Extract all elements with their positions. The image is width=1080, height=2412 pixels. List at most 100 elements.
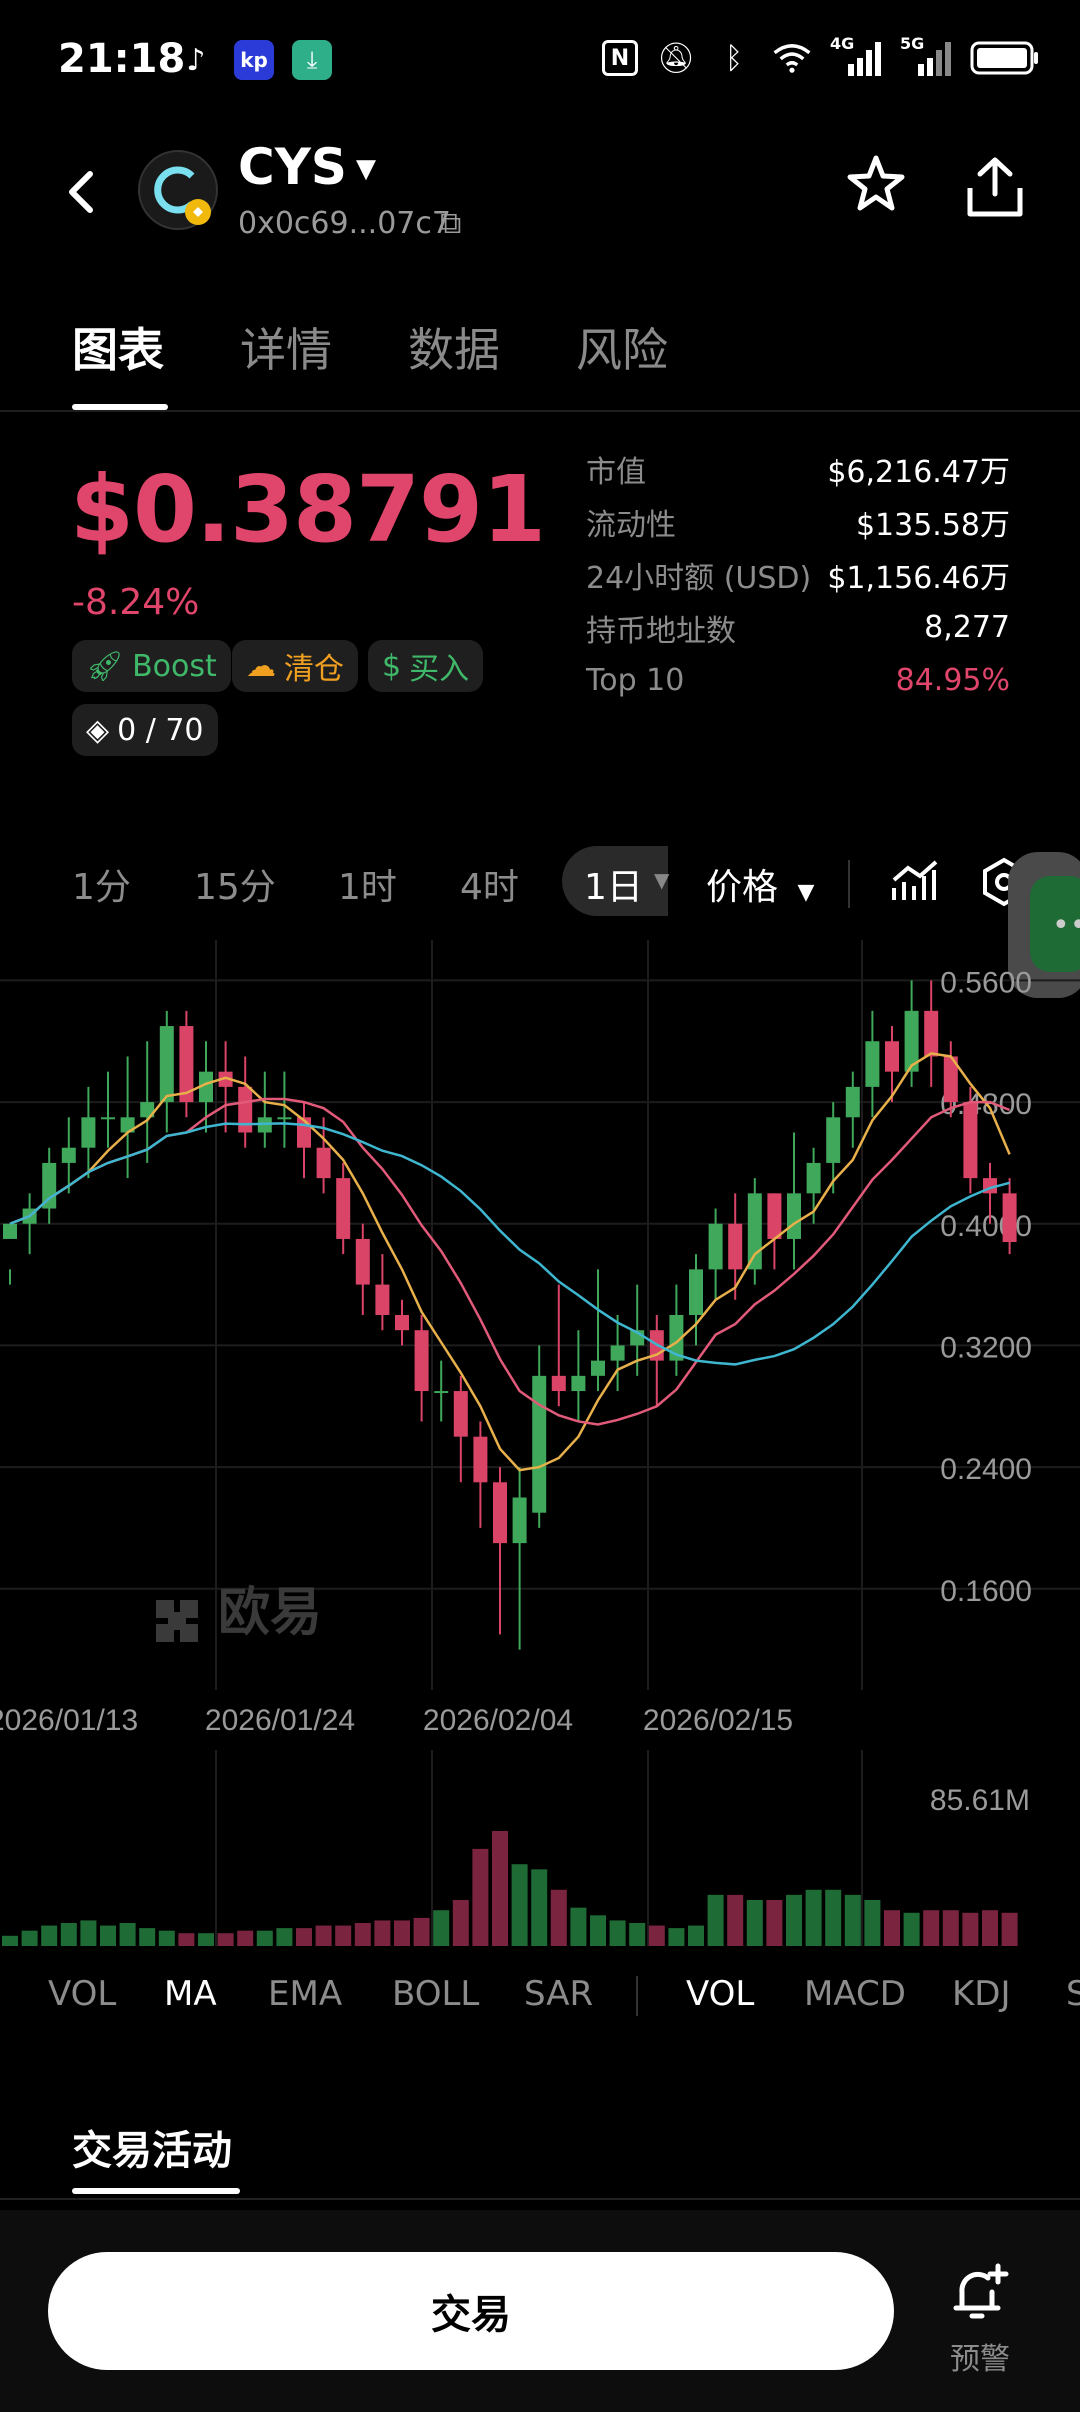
stat-label: 持币地址数 <box>586 613 736 649</box>
nfc-icon: N <box>602 40 638 76</box>
share-icon[interactable] <box>962 154 1028 220</box>
volume-bar <box>903 1912 920 1946</box>
stat-label: Top 10 <box>586 663 685 698</box>
status-bar: 21:18 ♪ kp ⤓ N 🔕︎ ᛒ 4G 5G <box>0 0 1080 120</box>
volume-bar <box>668 1928 685 1946</box>
volume-bar <box>805 1889 822 1946</box>
token-address: 0x0c69...07c7 <box>238 206 451 241</box>
indicator-main-vol[interactable]: VOL <box>48 1974 117 2014</box>
price-type-dropdown[interactable]: 价格 ▼ <box>706 858 814 910</box>
indicator-bar: VOL MA EMA BOLL SAR VOL MACD KDJ S <box>0 1968 1080 2028</box>
y-tick-label: 0.4000 <box>940 1210 1032 1243</box>
indicator-main-sar[interactable]: SAR <box>524 1974 594 2014</box>
net-4g-label: 4G <box>830 34 855 53</box>
indicator-main-boll[interactable]: BOLL <box>392 1974 480 2014</box>
candle-body <box>336 1178 351 1239</box>
candle-body <box>81 1117 96 1148</box>
bluetooth-icon: ᛒ <box>725 40 743 76</box>
indicator-sub-vol[interactable]: VOL <box>686 1974 755 2014</box>
timeframe-1d[interactable]: 1日 <box>584 867 643 908</box>
volume-bar <box>942 1910 959 1946</box>
indicator-main-ma[interactable]: MA <box>164 1974 217 2014</box>
progress-tag[interactable]: ◈ 0 / 70 <box>72 704 218 756</box>
y-tick-label: 0.2400 <box>940 1453 1032 1486</box>
candle-body <box>826 1117 841 1163</box>
volume-bar <box>178 1933 195 1946</box>
candle-body <box>395 1315 409 1331</box>
buy-tag[interactable]: $ 买入 <box>368 640 484 692</box>
candle-body <box>708 1223 723 1270</box>
toolbar-divider <box>848 860 850 908</box>
signal-5g-icon: 5G <box>900 34 952 78</box>
stat-value: $6,216.47万 <box>827 454 1010 490</box>
alert-button[interactable]: 预警 <box>930 2262 1030 2377</box>
floating-chat-icon[interactable]: •• <box>1030 876 1080 972</box>
timeframe-1m[interactable]: 1分 <box>72 867 131 908</box>
tab-chart[interactable]: 图表 <box>72 323 164 377</box>
volume-bar <box>21 1930 38 1946</box>
volume-bar <box>41 1925 58 1946</box>
candle-body <box>551 1375 566 1392</box>
caret-down-icon: ▼ <box>797 880 815 905</box>
back-button[interactable] <box>60 162 110 232</box>
candle-body <box>610 1345 625 1361</box>
volume-bar <box>276 1928 293 1946</box>
tab-data[interactable]: 数据 <box>408 323 500 377</box>
status-time: 21:18 <box>58 36 186 82</box>
target-icon: ◈ <box>86 712 110 748</box>
indicator-sub-kdj[interactable]: KDJ <box>952 1974 1011 2014</box>
candle-body <box>767 1193 782 1239</box>
x-tick-label: 2026/02/15 <box>643 1704 793 1737</box>
volume-bar <box>158 1930 175 1946</box>
main-tabs: 图表 详情 数据 风险 <box>0 300 1080 412</box>
candle-body <box>943 1056 958 1103</box>
activity-tab[interactable]: 交易活动 <box>72 2128 232 2174</box>
system-icons: N 🔕︎ ᛒ 4G 5G <box>602 34 1040 78</box>
stat-row-holders: 持币地址数 8,277 <box>586 601 1010 654</box>
volume-bar <box>825 1889 842 1946</box>
download-icon: ⤓ <box>292 40 332 80</box>
candle-body <box>375 1284 390 1315</box>
volume-chart[interactable]: 85.61M <box>0 1750 1080 1950</box>
volume-bar <box>60 1923 77 1946</box>
favorite-star-icon[interactable] <box>846 154 906 214</box>
tab-risk[interactable]: 风险 <box>576 323 668 377</box>
volume-bar <box>629 1923 646 1946</box>
boost-tag[interactable]: 🚀︎ Boost <box>72 640 231 692</box>
indicator-divider <box>636 1976 638 2016</box>
indicator-sub-macd[interactable]: MACD <box>804 1974 906 2014</box>
volume-bar <box>100 1925 116 1946</box>
indicator-main-ema[interactable]: EMA <box>268 1974 343 2014</box>
copy-icon[interactable]: ⧉ <box>440 206 462 241</box>
candle-body <box>355 1238 370 1285</box>
volume-bar <box>394 1920 410 1946</box>
stat-label: 市值 <box>586 454 646 490</box>
volume-bar <box>80 1920 97 1946</box>
token-symbol[interactable]: CYS <box>238 138 347 196</box>
candle-body <box>924 1010 939 1057</box>
stat-value: 8,277 <box>924 610 1010 645</box>
tab-underline <box>72 404 168 410</box>
timeframe-4h[interactable]: 4时 <box>460 867 519 908</box>
stat-row-liquidity: 流动性 $135.58万 <box>586 495 1010 548</box>
trade-button[interactable]: 交易 <box>48 2252 894 2370</box>
caret-down-icon[interactable]: ▼ <box>356 154 376 184</box>
timeframe-1h[interactable]: 1时 <box>338 867 397 908</box>
watermark-logo-icon <box>156 1600 198 1642</box>
candle-body <box>473 1436 488 1483</box>
candle-body <box>101 1117 115 1120</box>
indicator-chart-icon[interactable] <box>890 856 940 910</box>
clear-tag[interactable]: ☁ 清仓 <box>232 640 358 692</box>
indicator-sub-more[interactable]: S <box>1066 1974 1080 2014</box>
candle-body <box>238 1086 253 1133</box>
candle-body <box>316 1147 331 1179</box>
timeframe-15m[interactable]: 15分 <box>194 867 276 908</box>
volume-bar <box>746 1900 763 1946</box>
timeframe-bar: 1分 15分 1时 4时 1日 ▼ <box>0 846 1080 920</box>
price-chart[interactable]: 0.56000.48000.40000.32000.24000.1600欧易20… <box>0 940 1080 1740</box>
token-stats: 市值 $6,216.47万 流动性 $135.58万 24小时额 (USD) $… <box>586 442 1010 707</box>
tab-details[interactable]: 详情 <box>240 323 332 377</box>
volume-bar <box>786 1894 802 1946</box>
volume-bar <box>119 1923 136 1946</box>
alert-label: 预警 <box>950 2342 1010 2377</box>
